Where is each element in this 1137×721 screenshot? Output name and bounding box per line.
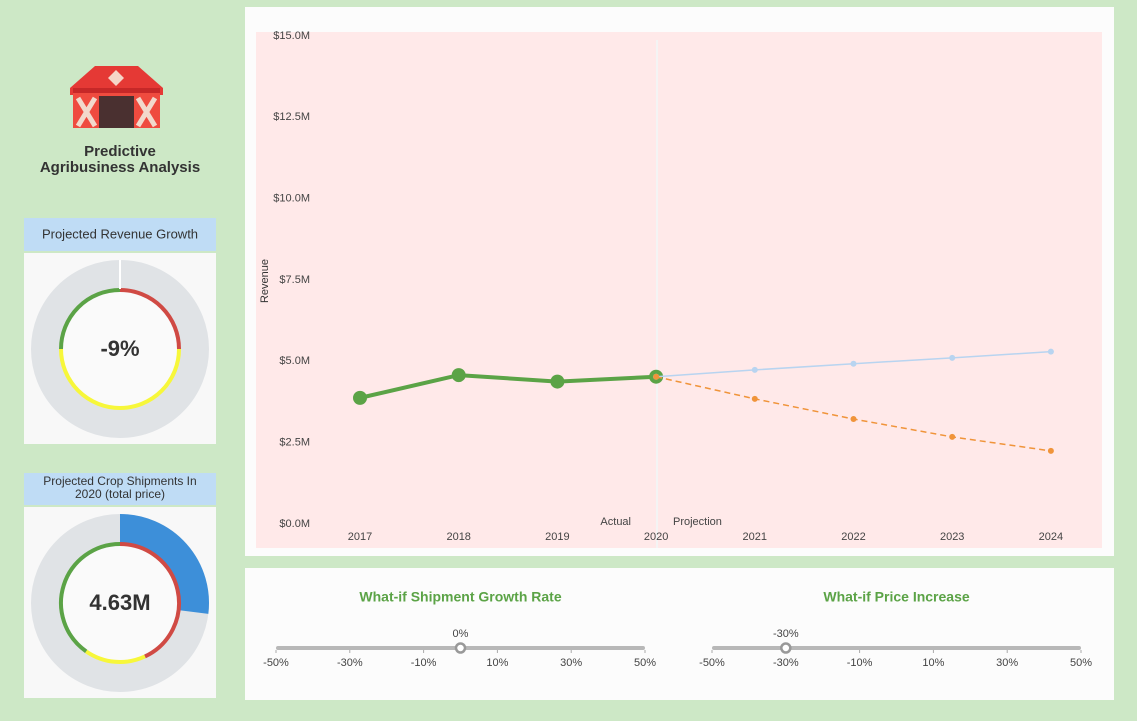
- y-tick-label: $12.5M: [273, 111, 310, 123]
- slider-tick-label: -10%: [411, 657, 437, 669]
- annotation: Projection: [673, 516, 722, 528]
- series-line: [359, 373, 657, 400]
- app-title: Agribusiness Analysis: [40, 159, 200, 176]
- data-point: [353, 390, 367, 405]
- gauge-fill: [119, 514, 209, 614]
- x-tick-label: 2018: [446, 531, 470, 543]
- gauges: [31, 260, 209, 692]
- slider-value: -30%: [773, 628, 799, 640]
- x-tick-label: 2017: [348, 531, 372, 543]
- x-tick-label: 2024: [1039, 531, 1063, 543]
- slider-handle[interactable]: [454, 642, 467, 654]
- annotation: Actual: [600, 516, 631, 528]
- slider-tick-label: -50%: [699, 657, 725, 669]
- gauge-center: [60, 289, 180, 409]
- slider-tick-label: 30%: [996, 657, 1018, 669]
- gauge-center: [60, 543, 180, 663]
- slider-tick-label: 50%: [1070, 657, 1092, 669]
- app-title: Predictive: [84, 143, 156, 160]
- slider-tick-label: -10%: [847, 657, 873, 669]
- data-point: [1047, 348, 1054, 355]
- panel-title: Projected Crop Shipments In: [43, 474, 196, 488]
- data-point: [949, 433, 956, 440]
- barn-icon: [70, 66, 163, 128]
- x-tick-label: 2022: [841, 531, 865, 543]
- gauge-band: [85, 649, 146, 664]
- x-tick-label: 2020: [644, 531, 668, 543]
- data-point: [1047, 447, 1054, 454]
- slider-tick-label: -30%: [337, 657, 363, 669]
- chart: $0.0M $2.5M $5.0M $7.5M $10.0M $12.5M $15.0M 20…: [273, 30, 1063, 543]
- panel-header: [24, 473, 216, 505]
- panel-header: [24, 218, 216, 251]
- y-tick-label: $7.5M: [279, 274, 310, 286]
- gauge-band: [59, 542, 121, 653]
- data-point: [949, 354, 956, 361]
- slider-tick-label: 10%: [922, 657, 944, 669]
- x-tick-label: 2019: [545, 531, 569, 543]
- slider-value: 0%: [453, 628, 469, 640]
- data-point: [653, 373, 660, 380]
- plot-area: [256, 32, 1102, 548]
- y-tick-label: $5.0M: [279, 355, 310, 367]
- panel-title: 2020 (total price): [75, 487, 165, 501]
- gauge-band: [59, 348, 181, 410]
- slider-handle[interactable]: [780, 642, 792, 654]
- slider-tick-label: -30%: [773, 657, 799, 669]
- slider-title: What-if Shipment Growth Rate: [359, 589, 561, 605]
- gauge-value: -9%: [100, 336, 139, 361]
- data-point: [751, 395, 758, 402]
- slider-tick-label: 50%: [634, 657, 656, 669]
- x-tick-label: 2021: [743, 531, 767, 543]
- gauge-value: 4.63M: [89, 590, 150, 615]
- slider-track: [712, 646, 1081, 650]
- slider-tick-label: 30%: [560, 657, 582, 669]
- slider-title: What-if Price Increase: [823, 589, 969, 605]
- gauge-band: [119, 542, 181, 659]
- gauge-band: [59, 288, 121, 350]
- data-point: [550, 374, 565, 389]
- y-tick-label: $10.0M: [273, 193, 310, 205]
- slider-tick-label: 10%: [486, 657, 508, 669]
- x-tick-label: 2023: [940, 531, 964, 543]
- y-tick-label: $2.5M: [279, 437, 310, 449]
- slider-tick-label: -50%: [263, 657, 289, 669]
- y-tick-label: $15.0M: [273, 30, 310, 42]
- sliders: What-if Shipment Growth Rate -50% -30% -10%…: [263, 589, 1092, 669]
- data-point: [451, 368, 466, 383]
- y-tick-label: $0.0M: [279, 518, 310, 530]
- data-point: [850, 360, 857, 367]
- data-point: [751, 366, 758, 373]
- data-point: [850, 416, 857, 423]
- gauge-band: [119, 288, 181, 350]
- panel-title: Projected Revenue Growth: [42, 226, 198, 241]
- slider-panel: [245, 568, 1114, 700]
- y-axis-label: Revenue: [259, 259, 271, 303]
